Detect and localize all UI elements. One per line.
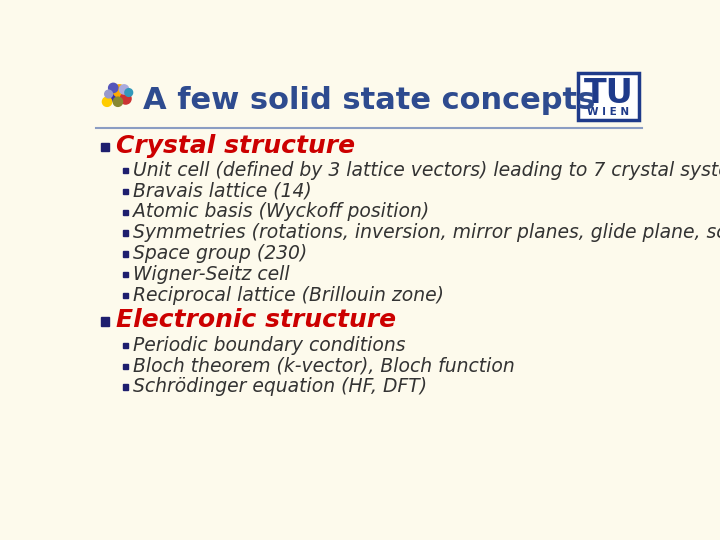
Circle shape [113,85,126,97]
Bar [122,343,128,348]
Text: Crystal structure: Crystal structure [117,134,356,158]
Bar [101,318,109,326]
Bar [122,168,128,173]
Bar [122,251,128,256]
Text: Electronic structure: Electronic structure [117,308,397,333]
Circle shape [107,90,117,101]
Circle shape [102,97,112,106]
Bar [122,363,128,369]
Circle shape [120,93,131,104]
Circle shape [109,83,118,92]
Bar [122,210,128,215]
Text: Wigner-Seitz cell: Wigner-Seitz cell [133,265,290,284]
Text: Space group (230): Space group (230) [133,244,307,263]
Bar [122,384,128,390]
Text: Reciprocal lattice (Brillouin zone): Reciprocal lattice (Brillouin zone) [133,286,444,305]
Text: Schrödinger equation (HF, DFT): Schrödinger equation (HF, DFT) [133,377,428,396]
Bar [122,231,128,236]
Circle shape [120,85,129,94]
Text: Symmetries (rotations, inversion, mirror planes, glide plane, screw axis): Symmetries (rotations, inversion, mirror… [133,223,720,242]
Text: Periodic boundary conditions: Periodic boundary conditions [133,335,406,355]
Circle shape [113,97,122,106]
Text: A few solid state concepts: A few solid state concepts [143,86,595,116]
Circle shape [125,89,132,96]
Text: Bloch theorem (k-vector), Bloch function: Bloch theorem (k-vector), Bloch function [133,356,515,375]
Text: W I E N: W I E N [588,107,629,117]
Text: Unit cell (defined by 3 lattice vectors) leading to 7 crystal systems: Unit cell (defined by 3 lattice vectors)… [133,161,720,180]
Text: Atomic basis (Wyckoff position): Atomic basis (Wyckoff position) [133,202,430,221]
Circle shape [104,90,112,98]
Bar [122,272,128,278]
Bar [122,293,128,298]
FancyBboxPatch shape [578,72,639,120]
Text: Bravais lattice (14): Bravais lattice (14) [133,181,312,200]
Text: TU: TU [583,77,634,110]
Bar [101,143,109,151]
Bar [122,189,128,194]
